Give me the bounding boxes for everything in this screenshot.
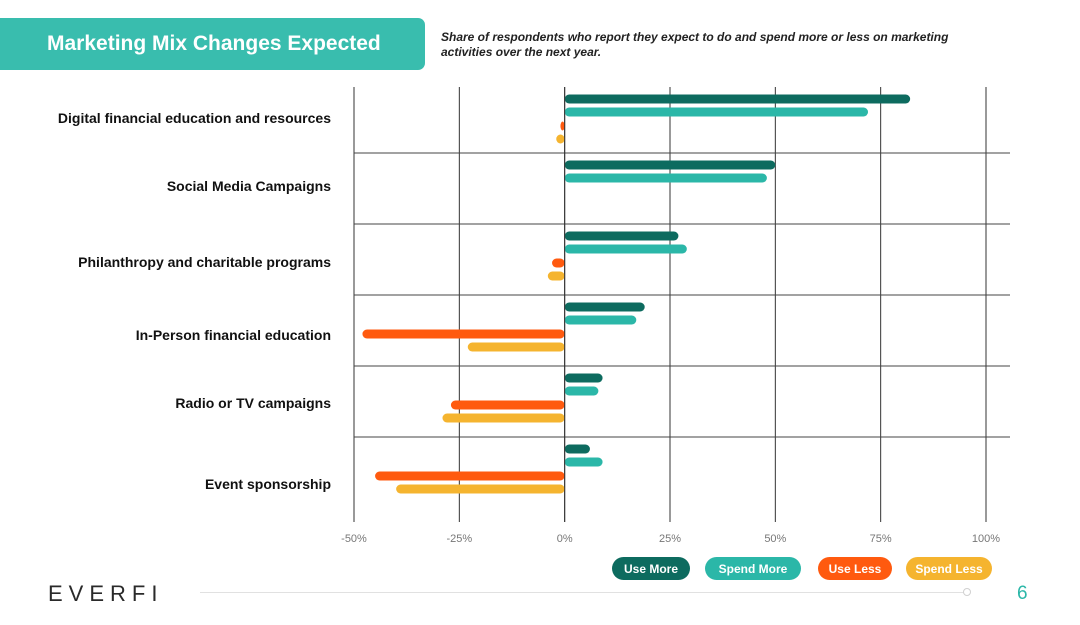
footer-divider: [200, 592, 965, 593]
x-tick-label-2: 0%: [557, 533, 573, 545]
bar-0-spend-more: [564, 107, 869, 117]
category-label-4: Radio or TV campaigns: [175, 395, 331, 411]
bar-0-use-more: [564, 94, 911, 104]
bar-4-spend-more: [564, 386, 599, 396]
bar-4-spend-less: [442, 413, 565, 423]
page-number: 6: [1017, 583, 1028, 604]
bar-3-spend-less: [467, 342, 565, 352]
legend-use-more: Use More: [612, 557, 690, 580]
bar-2-spend-more: [564, 244, 687, 254]
legend-use-more-label: Use More: [623, 561, 679, 576]
footer-dot: [963, 588, 971, 596]
bar-5-spend-more: [564, 457, 603, 467]
bar-0-spend-less: [556, 134, 565, 144]
legend-use-less-label: Use Less: [828, 561, 882, 576]
legend-spend-less: Spend Less: [906, 557, 992, 580]
legend-spend-more-label: Spend More: [718, 561, 788, 576]
bar-3-spend-more: [564, 315, 637, 325]
title-banner: Marketing Mix Changes Expected: [0, 18, 425, 70]
chart-subtitle: Share of respondents who report they exp…: [441, 30, 949, 59]
legend-use-less: Use Less: [818, 557, 892, 580]
bar-2-use-more: [564, 231, 679, 241]
bar-5-spend-less: [396, 484, 565, 494]
x-tick-label-4: 50%: [764, 533, 786, 545]
category-label-3: In-Person financial education: [136, 327, 331, 343]
legend-spend-less-label: Spend Less: [915, 561, 983, 576]
bar-5-use-more: [564, 444, 590, 454]
x-tick-label-1: -25%: [446, 533, 472, 545]
bar-4-use-less: [450, 400, 565, 410]
bar-1-use-more: [564, 160, 776, 170]
bar-5-use-less: [375, 471, 565, 481]
bar-3-use-less: [362, 329, 565, 339]
category-label-1: Social Media Campaigns: [167, 178, 331, 194]
bar-3-use-more: [564, 302, 645, 312]
bar-2-use-less: [552, 258, 565, 268]
x-tick-label-3: 25%: [659, 533, 681, 545]
bar-0-use-less: [560, 121, 565, 131]
bar-4-use-more: [564, 373, 603, 383]
page-title: Marketing Mix Changes Expected: [47, 32, 381, 55]
category-label-5: Event sponsorship: [205, 476, 331, 492]
bar-2-spend-less: [547, 271, 565, 281]
x-tick-label-0: -50%: [341, 533, 367, 545]
x-tick-label-5: 75%: [870, 533, 892, 545]
category-label-0: Digital financial education and resource…: [58, 110, 331, 126]
category-label-2: Philanthropy and charitable programs: [78, 254, 331, 270]
legend-spend-more: Spend More: [705, 557, 801, 580]
bar-1-spend-more: [564, 173, 767, 183]
x-tick-label-6: 100%: [972, 533, 1000, 545]
everfi-logo: EVERFI: [48, 581, 164, 606]
